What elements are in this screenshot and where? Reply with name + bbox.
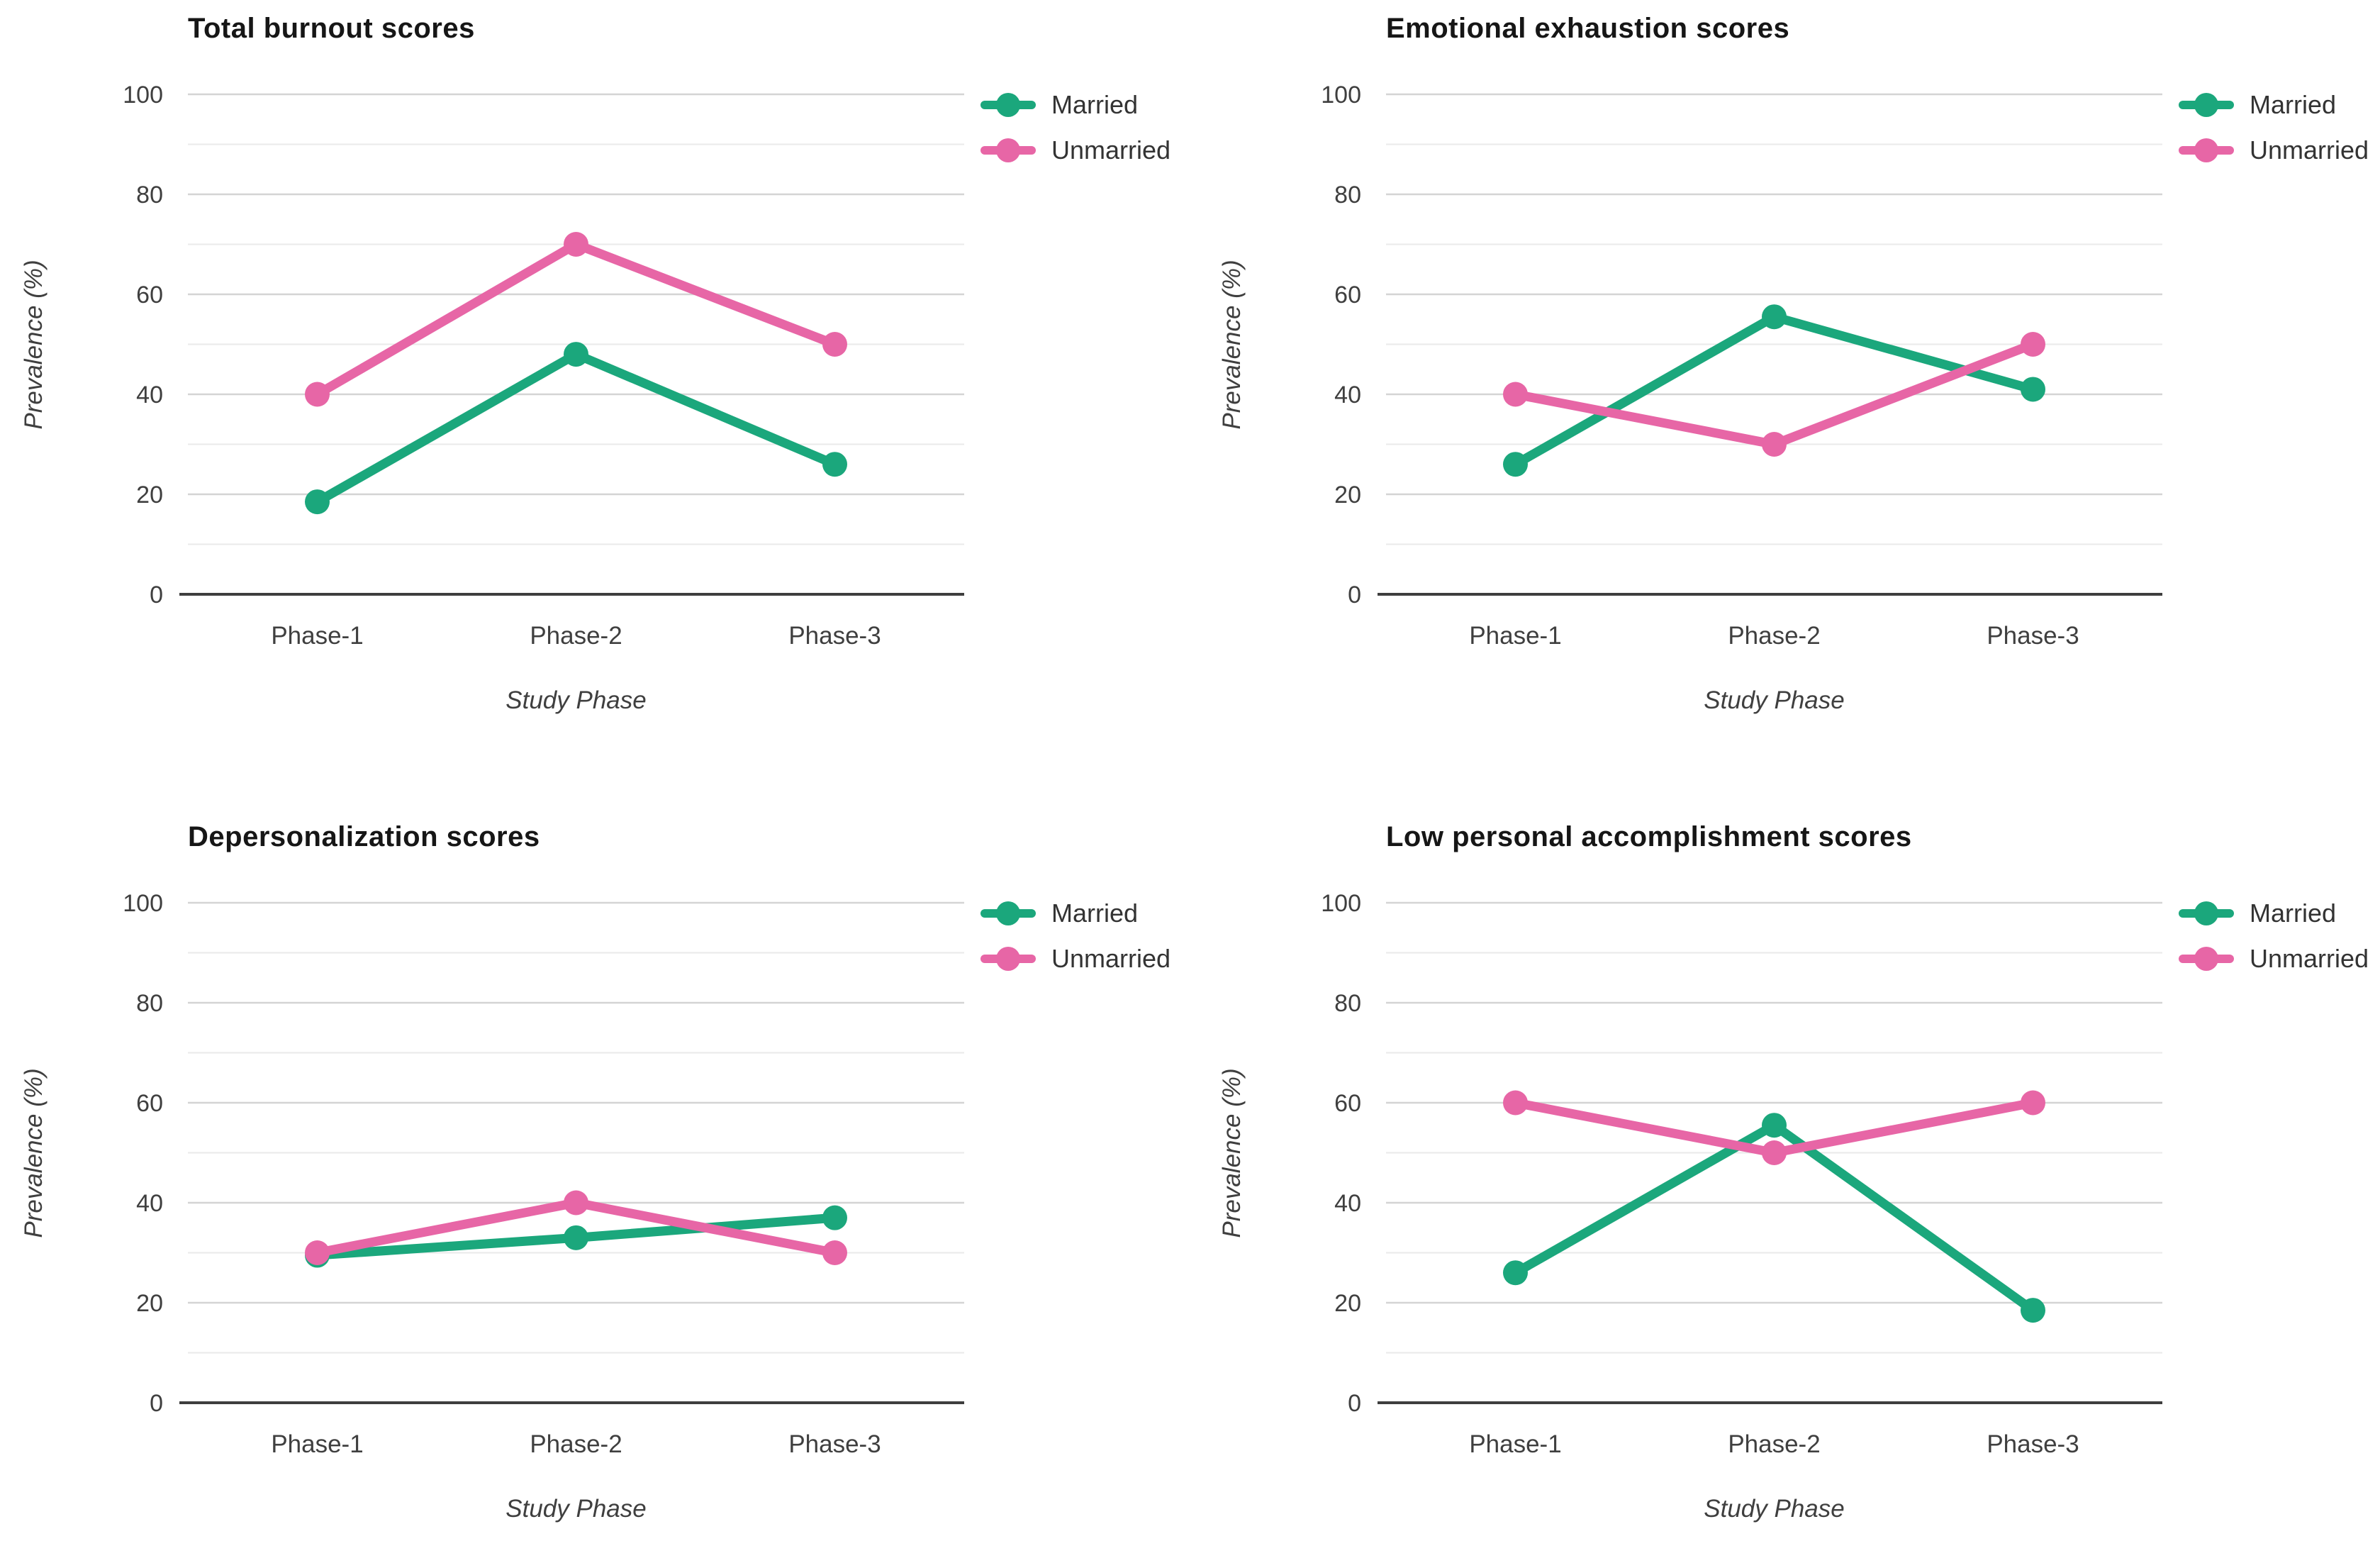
- legend: Married Unmarried: [2179, 891, 2369, 981]
- chart-title: Emotional exhaustion scores: [1386, 13, 1790, 44]
- legend-label: Unmarried: [2250, 135, 2369, 165]
- legend: Married Unmarried: [2179, 82, 2369, 173]
- svg-text:0: 0: [1348, 582, 1361, 608]
- svg-text:80: 80: [136, 182, 163, 208]
- svg-text:80: 80: [136, 990, 163, 1017]
- svg-text:40: 40: [136, 1190, 163, 1217]
- svg-text:Phase-3: Phase-3: [788, 622, 881, 650]
- legend-label: Unmarried: [1051, 944, 1171, 973]
- line-plot: 0 20 40 60 80 100 Phase-1 Phase-2 Phase-3: [1321, 82, 2162, 650]
- legend-unmarried-marker-icon: [981, 945, 1036, 972]
- legend-unmarried-marker-icon: [2179, 945, 2234, 972]
- chart-title: Depersonalization scores: [188, 821, 540, 852]
- svg-text:80: 80: [1334, 990, 1361, 1017]
- legend-item: Married: [981, 82, 1171, 128]
- svg-text:Phase-3: Phase-3: [1987, 1430, 2079, 1458]
- svg-text:60: 60: [1334, 1090, 1361, 1117]
- svg-text:40: 40: [1334, 1190, 1361, 1217]
- legend-label: Married: [2250, 899, 2337, 928]
- svg-text:20: 20: [136, 1290, 163, 1317]
- legend-item: Unmarried: [2179, 936, 2369, 981]
- line-plot: 0 20 40 60 80 100 Phase-1 Phase-2 Phase-3: [123, 82, 964, 650]
- legend-item: Married: [2179, 891, 2369, 936]
- legend-label: Unmarried: [2250, 944, 2369, 973]
- x-axis-label: Study Phase: [505, 686, 647, 714]
- svg-text:Phase-3: Phase-3: [1987, 622, 2079, 650]
- svg-text:Phase-1: Phase-1: [1469, 622, 1561, 650]
- legend-item: Unmarried: [981, 936, 1171, 981]
- legend: Married Unmarried: [981, 82, 1171, 173]
- chart-depersonalization: Depersonalization scores Prevalence (%) …: [0, 808, 1180, 1535]
- legend-item: Married: [981, 891, 1171, 936]
- svg-text:60: 60: [136, 1090, 163, 1117]
- chart-title: Total burnout scores: [188, 13, 475, 44]
- legend-item: Married: [2179, 82, 2369, 128]
- svg-text:40: 40: [1334, 382, 1361, 408]
- svg-text:20: 20: [136, 482, 163, 508]
- legend-label: Married: [2250, 90, 2337, 119]
- svg-text:20: 20: [1334, 482, 1361, 508]
- svg-text:0: 0: [150, 582, 163, 608]
- legend-married-marker-icon: [2179, 91, 2234, 118]
- x-axis-label: Study Phase: [505, 1495, 647, 1523]
- chart-title: Low personal accomplishment scores: [1386, 821, 1912, 852]
- svg-text:0: 0: [1348, 1390, 1361, 1417]
- svg-text:0: 0: [150, 1390, 163, 1417]
- svg-text:100: 100: [123, 890, 163, 917]
- legend-label: Married: [1051, 899, 1139, 928]
- chart-total-burnout: Total burnout scores Prevalence (%) 0 20 4…: [0, 0, 1180, 726]
- legend-item: Unmarried: [981, 128, 1171, 173]
- svg-text:Phase-1: Phase-1: [271, 1430, 363, 1458]
- svg-text:80: 80: [1334, 182, 1361, 208]
- svg-text:60: 60: [1334, 282, 1361, 308]
- legend-item: Unmarried: [2179, 128, 2369, 173]
- chart-low-personal-accomplishment: Low personal accomplishment scores Preva…: [1198, 808, 2379, 1535]
- svg-text:Phase-3: Phase-3: [788, 1430, 881, 1458]
- line-plot: 0 20 40 60 80 100 Phase-1 Phase-2 Phase-3: [123, 890, 964, 1458]
- legend-label: Unmarried: [1051, 135, 1171, 165]
- legend-married-marker-icon: [2179, 900, 2234, 927]
- svg-text:Phase-1: Phase-1: [1469, 1430, 1561, 1458]
- svg-text:Phase-1: Phase-1: [271, 622, 363, 650]
- legend-married-marker-icon: [981, 900, 1036, 927]
- svg-text:Phase-2: Phase-2: [1728, 622, 1820, 650]
- legend-unmarried-marker-icon: [2179, 137, 2234, 164]
- svg-text:100: 100: [123, 82, 163, 109]
- legend-unmarried-marker-icon: [981, 137, 1036, 164]
- svg-text:Phase-2: Phase-2: [530, 622, 622, 650]
- svg-text:60: 60: [136, 282, 163, 308]
- legend-married-marker-icon: [981, 91, 1036, 118]
- line-plot: 0 20 40 60 80 100 Phase-1 Phase-2 Phase-3: [1321, 890, 2162, 1458]
- legend-label: Married: [1051, 90, 1139, 119]
- svg-text:100: 100: [1321, 890, 1361, 917]
- svg-text:100: 100: [1321, 82, 1361, 109]
- x-axis-label: Study Phase: [1704, 1495, 1845, 1523]
- svg-text:20: 20: [1334, 1290, 1361, 1317]
- svg-text:Phase-2: Phase-2: [530, 1430, 622, 1458]
- x-axis-label: Study Phase: [1704, 686, 1845, 714]
- chart-emotional-exhaustion: Emotional exhaustion scores Prevalence (…: [1198, 0, 2379, 726]
- legend: Married Unmarried: [981, 891, 1171, 981]
- svg-text:40: 40: [136, 382, 163, 408]
- svg-text:Phase-2: Phase-2: [1728, 1430, 1820, 1458]
